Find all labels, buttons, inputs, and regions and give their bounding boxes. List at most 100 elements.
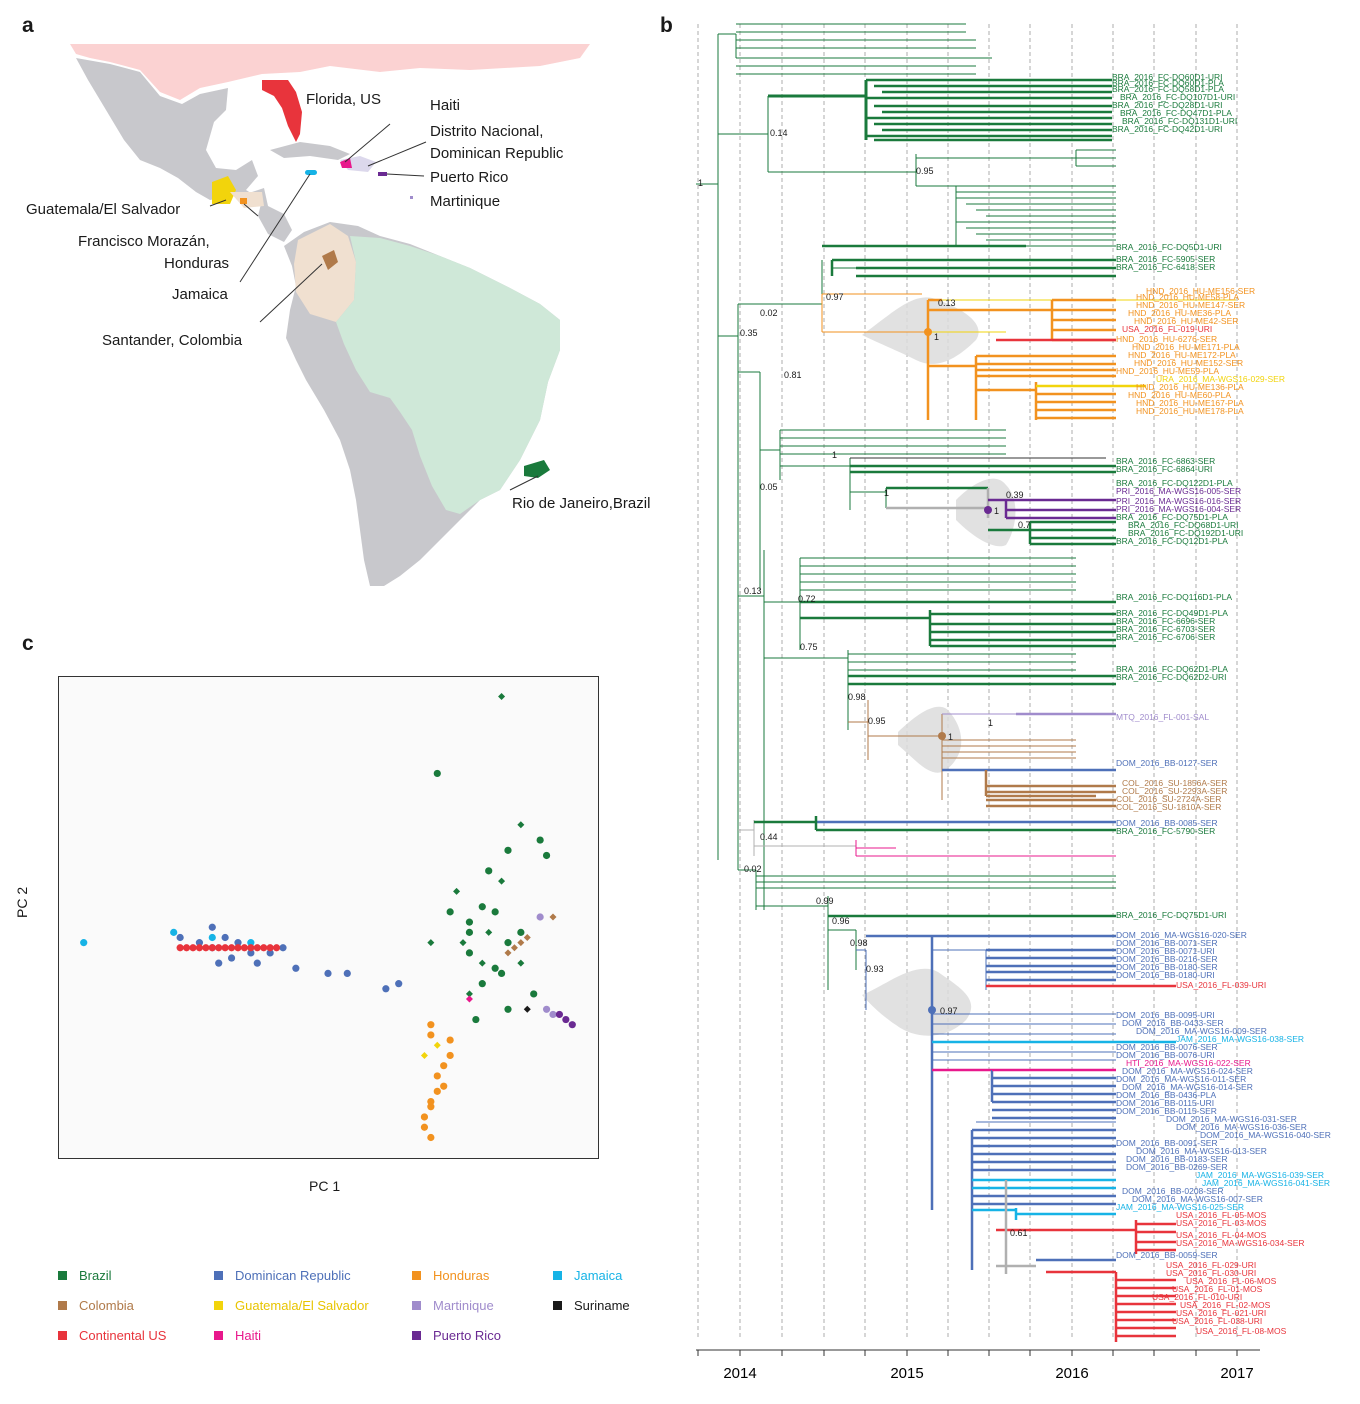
tree-tip-label: USA_2016_FL-019-URI — [1122, 324, 1212, 334]
legend-item-suriname: Suriname — [553, 1298, 630, 1313]
tree-tip-label: HND_2016_HU-ME136-PLA — [1136, 382, 1244, 392]
pca-point — [247, 949, 255, 957]
tree-support-value: 0.72 — [798, 594, 816, 604]
tree-tip-label: USA_2016_FL-010-URI — [1152, 1292, 1242, 1302]
pca-point — [427, 1097, 435, 1106]
tree-support-value: 0.02 — [760, 308, 778, 318]
pca-point — [440, 1062, 448, 1070]
tree-tip-label: HND_2016_HU-ME147-SER — [1136, 300, 1245, 310]
pca-point — [433, 1072, 441, 1080]
tree-tip-label: BRA_2016_FC-6418-SER — [1116, 262, 1215, 272]
legend-item-continental-us: Continental US — [58, 1328, 166, 1343]
pca-point — [549, 1010, 557, 1019]
tree-tip-label: HND_2016_HU-6276-SER — [1116, 334, 1217, 344]
pca-point — [176, 933, 184, 942]
pca-point — [542, 851, 551, 860]
tree-tip-label: DOM_2016_MA-WGS16-009-SER — [1136, 1026, 1267, 1036]
tree-tip-label: USA_2016_FL-039-URI — [1176, 980, 1266, 990]
pca-point — [465, 949, 474, 957]
pca-point — [343, 969, 351, 978]
legend-label: Continental US — [79, 1328, 167, 1343]
tree-tip-label: DOM_2016_BB-0095-URI — [1116, 1010, 1215, 1020]
tree-tip-label: USA_2016_FL-01-MOS — [1172, 1284, 1263, 1294]
tree-support-value: 0.14 — [770, 128, 788, 138]
pca-point — [227, 954, 236, 962]
pca-point — [465, 990, 473, 998]
tree-tip-label: USA_2016_FL-03-MOS — [1176, 1218, 1267, 1228]
tree-tip-label: DOM_2016_BB-0180-URI — [1116, 970, 1215, 980]
pca-scatter — [58, 676, 599, 1159]
tree-tip-label: USA_2016_FL-08-MOS — [1196, 1326, 1287, 1336]
pca-point — [427, 1103, 435, 1111]
pca-point — [517, 939, 525, 947]
tree-tip-label: DOM_2016_MA-WGS16-007-SER — [1132, 1194, 1263, 1204]
tree-tip-label: USA_2016_MA-WGS16-034-SER — [1176, 1238, 1305, 1248]
legend-label: Haiti — [235, 1328, 262, 1343]
tree-support-value: 1 — [994, 506, 999, 516]
tree-tip-label: BRA_2016_FC-5905-SER — [1116, 254, 1215, 264]
tree-tip-label: HND_2016_HU-ME36-PLA — [1128, 308, 1231, 318]
tree-tip-label: BRA_2016_FC-DQ5D1-URI — [1116, 242, 1222, 252]
map-label-francisco-line1: Francisco Morazán, — [78, 233, 210, 250]
pca-point — [272, 944, 281, 952]
pca-point — [292, 964, 300, 972]
map-label-guatemala: Guatemala/El Salvador — [26, 201, 180, 218]
tree-node-marker — [984, 506, 992, 514]
tree-tip-label: DOM_2016_BB-0436-PLA — [1116, 1090, 1217, 1100]
map-cuba — [270, 142, 350, 160]
map-guatemala-region — [212, 176, 236, 204]
pca-point — [221, 933, 229, 942]
tree-node-marker — [928, 1006, 936, 1014]
pca-point — [433, 769, 441, 778]
pca-point — [208, 944, 216, 952]
pca-point — [324, 969, 332, 978]
tree-tip-label: DOM_2016_BB-0216-SER — [1116, 954, 1218, 964]
map-label-puerto-rico: Puerto Rico — [430, 169, 508, 186]
pca-point — [266, 949, 274, 957]
tree-tip-label: JAM_2016_MA-WGS16-039-SER — [1196, 1170, 1324, 1180]
pca-point — [504, 846, 512, 854]
tree-tip-label: DOM_2016_BB-0085-SER — [1116, 818, 1218, 828]
tree-tip-label: USA_2016_FL-030-URI — [1166, 1268, 1256, 1278]
pca-point — [195, 944, 204, 952]
map-puerto-rico-region — [378, 172, 387, 176]
tree-tip-label: DOM_2016_BB-0115-URI — [1116, 1098, 1214, 1108]
tree-tip-label: URA_2016_MA-WGS16-029-SER — [1156, 374, 1285, 384]
tree-tip-label: BRA_2016_FC-DQ60D1-PLA — [1112, 78, 1224, 88]
tree-tip-label: HND_2016_HU-ME152-SER — [1134, 358, 1243, 368]
pca-point — [446, 1051, 454, 1060]
tree-year-2015: 2015 — [890, 1365, 923, 1382]
pca-point — [465, 995, 473, 1003]
pca-point — [523, 1005, 531, 1013]
legend-item-haiti: Haiti — [214, 1328, 261, 1343]
legend-item-martinique: Martinique — [412, 1298, 494, 1313]
tree-tip-label: BRA_2016_FC-DQ42D1-URI — [1112, 124, 1223, 134]
legend-item-jamaica: Jamaica — [553, 1268, 622, 1283]
map-panel: Florida, US Haiti Distrito Nacional, Dom… — [26, 44, 650, 586]
legend-swatch — [214, 1301, 223, 1310]
tree-support-value: 0.95 — [868, 716, 886, 726]
tree-support-value: 0.75 — [800, 642, 818, 652]
pca-point — [260, 944, 268, 952]
pca-point — [446, 1036, 454, 1044]
tree-tip-label: COL_2016_SU-2724A-SER — [1116, 794, 1221, 804]
pca-point — [427, 1133, 435, 1142]
tree-tip-label: BRA_2016_FC-DQ60D1-URI — [1112, 72, 1223, 82]
tree-tip-label: USA_2016_FL-06-MOS — [1186, 1276, 1277, 1286]
legend-label: Guatemala/El Salvador — [235, 1298, 369, 1313]
panel-label-c: c — [22, 632, 34, 655]
map-label-santander: Santander, Colombia — [102, 332, 243, 349]
map-label-distrito-line2: Dominican Republic — [430, 145, 564, 162]
tree-tip-label: COL_2016_SU-1810A-SER — [1116, 802, 1221, 812]
pca-point — [491, 964, 499, 972]
tree-support-value: 0.97 — [940, 1006, 958, 1016]
tree-tip-label: DOM_2016_BB-0180-SER — [1116, 962, 1218, 972]
tree-tip-label: BRA_2016_FC-DQ68D1-URI — [1128, 520, 1239, 530]
tree-tip-label: HND_2016_HU-ME167-PLA — [1136, 398, 1244, 408]
tree-support-value: 0.13 — [938, 298, 956, 308]
tree-tip-label: BRA_2016_FC-DQ58D1-PLA — [1112, 84, 1224, 94]
legend-swatch — [214, 1271, 223, 1280]
tree-support-value: 1 — [948, 732, 953, 742]
pca-point — [208, 923, 216, 931]
pca-point — [427, 939, 435, 947]
